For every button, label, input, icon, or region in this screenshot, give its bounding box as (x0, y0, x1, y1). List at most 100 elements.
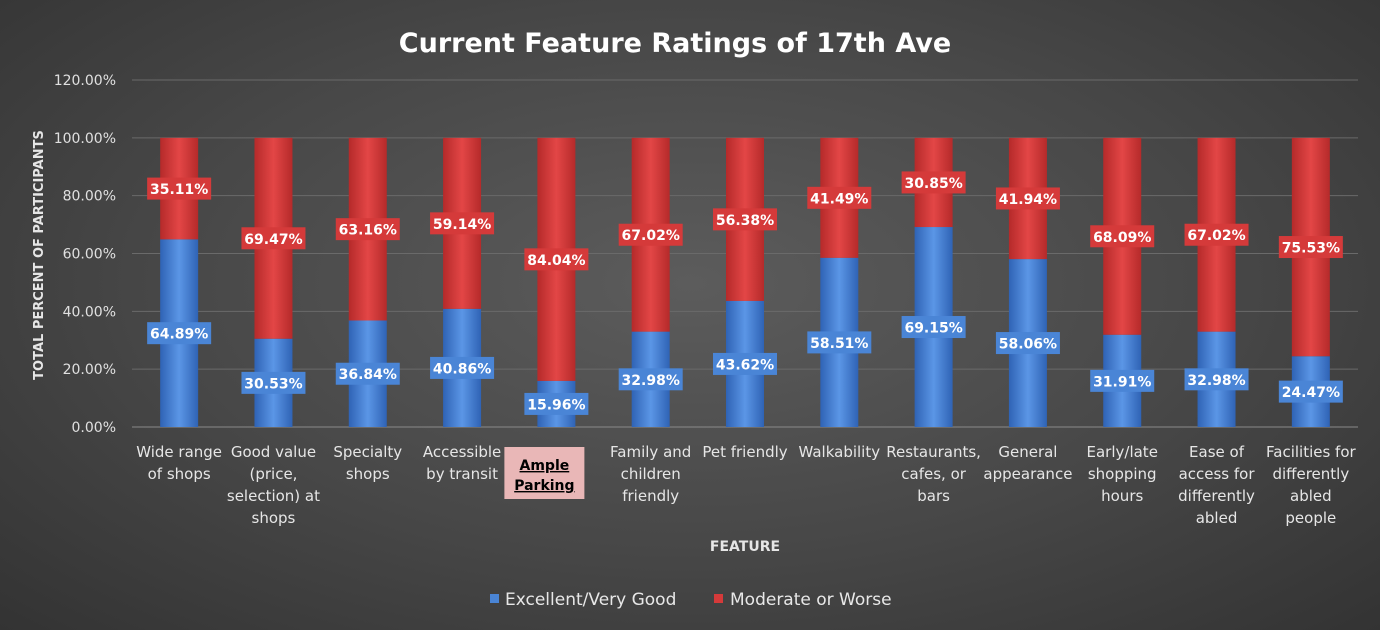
category-label: Accessible (423, 443, 501, 461)
data-label-excellent-bg (807, 331, 872, 354)
data-label-moderate-bg (1090, 225, 1155, 248)
legend-label-moderate: Moderate or Worse (730, 590, 892, 610)
y-tick-label: 40.00% (63, 304, 116, 320)
data-label-excellent-bg (241, 371, 306, 394)
data-label-excellent: 32.98% (1187, 373, 1245, 389)
data-label-moderate-bg (430, 212, 495, 235)
y-tick-label: 80.00% (63, 189, 116, 205)
category-label: Parking (514, 478, 574, 494)
y-axis-title: TOTAL PERCENT OF PARTICIPANTS (32, 130, 47, 380)
category-label: Restaurants, (886, 443, 981, 461)
data-label-moderate: 30.85% (904, 176, 962, 192)
data-label-moderate: 84.04% (527, 253, 585, 269)
category-label: people (1285, 509, 1336, 527)
category-label: shops (252, 509, 296, 527)
category-label: cafes, or (901, 465, 966, 483)
data-label-moderate: 59.14% (433, 217, 491, 233)
data-label-moderate-bg (335, 218, 400, 241)
data-label-moderate-bg (241, 227, 306, 250)
category-label: Facilities for (1266, 443, 1357, 461)
data-label-excellent-bg (618, 368, 683, 391)
category-label: Ease of (1189, 443, 1245, 461)
data-label-moderate: 68.09% (1093, 230, 1151, 246)
category-label: bars (917, 487, 950, 505)
data-label-excellent: 69.15% (904, 321, 962, 337)
y-tick-label: 20.00% (63, 362, 116, 378)
y-tick-label: 100.00% (54, 131, 116, 147)
data-label-excellent: 24.47% (1282, 385, 1340, 401)
data-label-excellent: 30.53% (244, 376, 302, 392)
category-label: differently (1272, 465, 1349, 483)
category-label: Ample (520, 458, 570, 474)
highlight-box (504, 447, 585, 499)
data-label-moderate: 41.94% (999, 192, 1057, 208)
data-label-excellent: 15.96% (527, 397, 585, 413)
category-label: General (998, 443, 1057, 461)
category-label: Family and (610, 443, 691, 461)
chart-title: Current Feature Ratings of 17th Ave (399, 28, 951, 59)
bars (160, 137, 1330, 427)
legend-label-excellent: Excellent/Very Good (505, 590, 676, 610)
data-label-excellent: 40.86% (433, 361, 491, 377)
data-label-excellent: 32.98% (622, 373, 680, 389)
legend-swatch-moderate (714, 594, 723, 603)
data-label-excellent-bg (335, 362, 400, 385)
category-label: abled (1196, 509, 1238, 527)
data-label-moderate-bg (1278, 236, 1343, 259)
category-label: Early/late (1087, 443, 1158, 461)
x-axis-title: FEATURE (710, 539, 780, 555)
data-label-moderate-bg (901, 171, 966, 194)
data-label-excellent-bg (1090, 369, 1155, 392)
data-label-moderate: 41.49% (810, 191, 868, 207)
data-label-excellent-bg (901, 316, 966, 339)
data-label-moderate: 63.16% (339, 223, 397, 239)
data-label-excellent: 58.51% (810, 336, 868, 352)
data-label-moderate-bg (524, 248, 589, 271)
category-label: Wide range (136, 443, 222, 461)
data-label-moderate: 75.53% (1282, 241, 1340, 257)
legend-swatch-excellent (490, 594, 499, 603)
data-label-excellent-bg (1278, 380, 1343, 403)
category-label: of shops (148, 465, 211, 483)
data-label-moderate: 35.11% (150, 182, 208, 198)
data-label-moderate: 56.38% (716, 213, 774, 229)
data-label-excellent: 36.84% (339, 367, 397, 383)
data-label-moderate-bg (147, 177, 212, 200)
y-axis-ticks: 0.00% 20.00% 40.00% 60.00% 80.00% 100.00% 120.… (54, 73, 116, 436)
category-label: shops (346, 465, 390, 483)
category-label: Specialty (333, 443, 402, 461)
category-label: by transit (426, 465, 498, 483)
y-tick-label: 120.00% (54, 73, 116, 89)
data-label-moderate-bg (1184, 223, 1249, 246)
category-label: differently (1178, 487, 1255, 505)
y-tick-label: 0.00% (72, 420, 116, 436)
category-label: selection) at (227, 487, 320, 505)
data-label-excellent: 43.62% (716, 357, 774, 373)
category-label: hours (1101, 487, 1143, 505)
data-label-excellent-bg (147, 322, 212, 345)
category-label: Walkability (798, 443, 880, 461)
data-label-moderate: 69.47% (244, 232, 302, 248)
data-label-moderate-bg (995, 187, 1060, 210)
category-label: shopping (1088, 465, 1157, 483)
category-label: access for (1179, 465, 1256, 483)
legend: Excellent/Very Good Moderate or Worse (490, 590, 892, 610)
data-label-excellent-bg (995, 332, 1060, 355)
data-label-excellent-bg (524, 392, 589, 415)
category-label: friendly (622, 487, 679, 505)
category-label: (price, (249, 465, 297, 483)
category-label: appearance (983, 465, 1072, 483)
data-label-excellent-bg (713, 352, 777, 375)
data-labels: 64.89% 35.11% 30.53% 69.47% 36.84% 63.16% 40.8… (147, 171, 1343, 415)
data-label-excellent: 31.91% (1093, 374, 1151, 390)
data-label-moderate-bg (807, 186, 872, 209)
data-label-excellent: 58.06% (999, 337, 1057, 353)
data-label-excellent-bg (1184, 368, 1249, 391)
category-label: abled (1290, 487, 1332, 505)
data-label-excellent-bg (430, 356, 495, 379)
data-label-moderate-bg (618, 223, 683, 246)
data-label-excellent: 64.89% (150, 327, 208, 343)
category-label: Pet friendly (702, 443, 787, 461)
data-label-moderate: 67.02% (622, 228, 680, 244)
